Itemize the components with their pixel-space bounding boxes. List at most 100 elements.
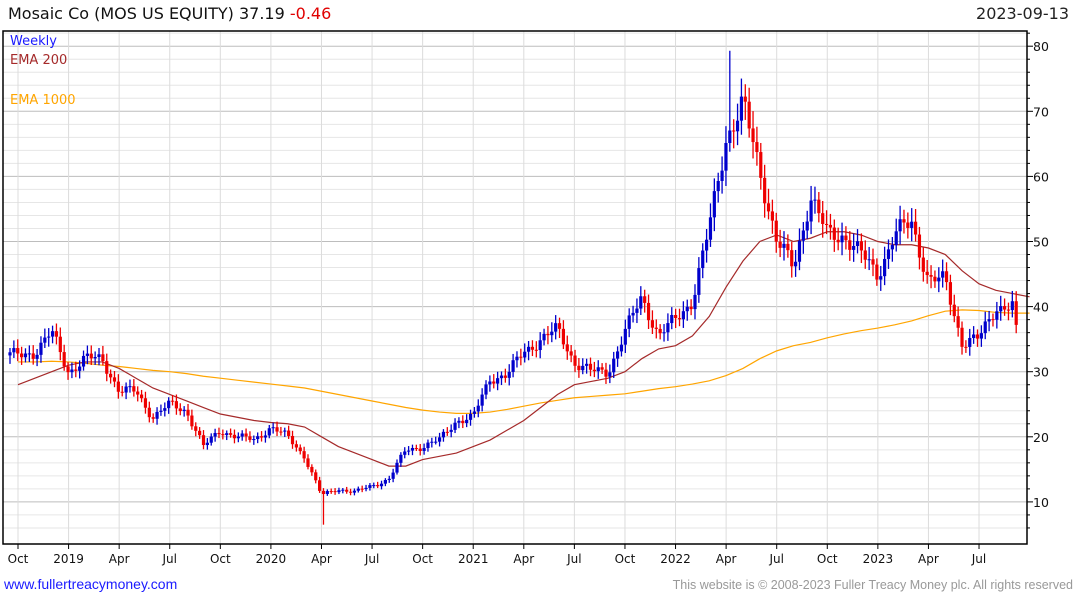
- y-axis: 10 20 30 40 50 60 70 80: [1027, 32, 1049, 529]
- candle-body: [434, 441, 438, 443]
- candle-body: [588, 363, 593, 370]
- x-tick-label: Jul: [566, 552, 581, 566]
- x-tick-label: Oct: [615, 552, 636, 566]
- candle-body: [1010, 301, 1014, 311]
- candle-body: [526, 346, 531, 352]
- candle-body: [209, 436, 213, 443]
- candle-body: [828, 224, 833, 228]
- candle-body: [213, 432, 217, 437]
- x-tick-label: Apr: [109, 552, 130, 566]
- candle-body: [163, 408, 167, 411]
- x-tick-label: 2020: [256, 552, 287, 566]
- candle-body: [457, 420, 461, 423]
- candle-body: [287, 430, 291, 436]
- website-link[interactable]: www.fullertreacymoney.com: [4, 576, 178, 592]
- candle-body: [681, 311, 685, 320]
- candle-body: [453, 422, 457, 430]
- candle-body: [58, 336, 62, 353]
- candle-body: [677, 318, 682, 320]
- candle-body: [646, 302, 651, 321]
- x-axis: Oct 2019 Apr Jul Oct 2020 Apr Jul Oct 2021 Apr Jul O…: [8, 544, 986, 566]
- candle-body: [782, 243, 786, 248]
- candle-body: [139, 394, 144, 399]
- candle-body: [944, 271, 949, 283]
- candle-body: [318, 480, 322, 491]
- candle-body: [85, 353, 89, 356]
- x-tick-label: Apr: [311, 552, 332, 566]
- candle-body: [534, 349, 538, 351]
- candle-body: [410, 448, 415, 451]
- candle-body: [147, 407, 151, 418]
- candle-body: [194, 426, 198, 431]
- candle-body: [708, 217, 713, 240]
- candle-body: [221, 434, 225, 436]
- candle-body: [120, 391, 124, 393]
- candle-body: [8, 352, 12, 356]
- candle-body: [403, 451, 407, 455]
- x-tick-label: Apr: [716, 552, 737, 566]
- candle-body: [615, 351, 620, 359]
- candle-body: [499, 375, 504, 379]
- x-tick-label: 2019: [53, 552, 84, 566]
- candle-body: [859, 241, 863, 251]
- candle-body: [101, 354, 105, 362]
- candle-body: [310, 466, 314, 473]
- candle-body: [484, 384, 488, 395]
- legend-weekly: Weekly: [10, 34, 57, 49]
- candle-body: [670, 315, 674, 324]
- x-tick-label: Jul: [768, 552, 783, 566]
- candle-body: [16, 348, 20, 354]
- candle-body: [379, 483, 384, 487]
- candle-body: [538, 340, 542, 351]
- candle-body: [917, 234, 922, 258]
- candle-body: [913, 221, 918, 235]
- candle-body: [623, 328, 627, 345]
- candle-body: [530, 346, 535, 350]
- candle-body: [325, 491, 329, 495]
- candle-body: [449, 429, 453, 432]
- candle-body: [573, 355, 577, 366]
- y-tick-label: 40: [1033, 300, 1049, 315]
- candle-body: [418, 448, 422, 451]
- candle-body: [848, 240, 852, 250]
- candle-body: [759, 152, 763, 178]
- candle-body: [62, 352, 66, 367]
- candle-body: [93, 357, 97, 359]
- candle-body: [294, 444, 298, 448]
- candle-body: [414, 448, 418, 450]
- candle-body: [654, 327, 658, 329]
- x-tick-label: Apr: [918, 552, 939, 566]
- candle-body: [929, 275, 933, 277]
- candle-body: [256, 436, 260, 440]
- candle-body: [445, 431, 449, 433]
- candle-body: [755, 142, 759, 153]
- candle-body: [279, 431, 283, 433]
- candle-body: [666, 323, 670, 333]
- candle-body: [786, 243, 790, 251]
- ema1000-line: [18, 309, 1030, 414]
- candle-body: [960, 327, 964, 347]
- x-tick-label: Jul: [971, 552, 986, 566]
- candle-body: [941, 271, 945, 278]
- candle-body: [298, 447, 302, 452]
- candle-body: [925, 271, 929, 276]
- candle-body: [27, 353, 31, 355]
- candle-body: [345, 489, 349, 492]
- candle-body: [612, 358, 616, 373]
- candle-body: [883, 258, 887, 277]
- candle-body: [867, 259, 871, 261]
- candle-body: [201, 435, 206, 446]
- candle-body: [906, 222, 910, 228]
- candle-body: [933, 276, 937, 282]
- candle-body: [155, 411, 159, 419]
- candle-body: [879, 276, 883, 280]
- candle-body: [716, 181, 720, 192]
- candle-body: [267, 428, 271, 436]
- candle-body: [999, 306, 1003, 312]
- candle-body: [735, 120, 740, 132]
- candle-body: [619, 344, 624, 352]
- candle-body: [712, 191, 716, 218]
- candle-body: [817, 199, 821, 214]
- candle-body: [465, 419, 469, 424]
